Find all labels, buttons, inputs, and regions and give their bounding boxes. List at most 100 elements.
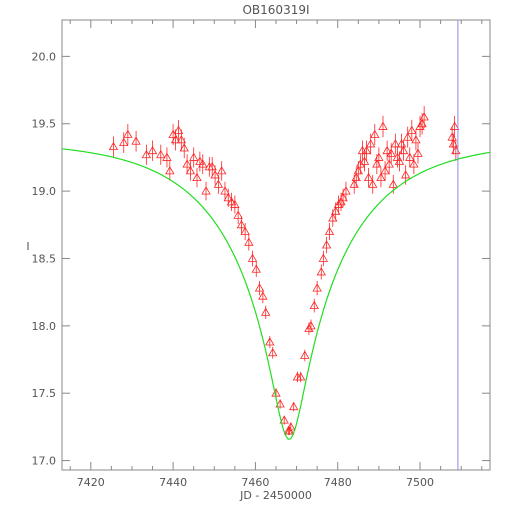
data-point [156,149,166,159]
data-point [254,283,265,292]
data-point [413,148,423,157]
data-point [384,159,394,168]
data-point [318,253,329,262]
data-point [341,186,351,195]
data-point [312,283,322,292]
y-axis-label: I [26,240,29,253]
data-point [296,372,306,381]
y-tick-label: 17.5 [32,387,57,400]
data-point [258,291,268,300]
data-point [226,197,237,206]
x-tick-label: 7480 [324,476,352,489]
x-axis-label: JD - 2450000 [239,489,312,502]
data-point [251,264,261,273]
data-point [230,199,240,208]
y-tick-label: 20.0 [32,50,57,63]
data-point [419,112,429,121]
data-layer [108,106,461,436]
data-point [309,300,319,310]
data-point [168,129,178,138]
data-point [365,139,376,148]
data-point [108,141,119,151]
data-point [147,145,158,155]
data-point [338,193,348,202]
data-point [400,170,411,179]
data-point [131,136,141,145]
data-point [409,159,419,168]
data-point [411,135,421,144]
x-tick-label: 7460 [241,476,269,489]
data-point [216,166,227,175]
data-point [244,237,254,246]
x-tick-label: 7500 [406,476,434,489]
data-point [361,145,372,155]
y-tick-label: 19.5 [32,118,57,131]
data-point [398,145,409,155]
x-tick-label: 7440 [159,476,187,489]
data-point [141,149,152,159]
data-point [210,170,220,179]
data-point [316,267,326,276]
data-point [189,152,199,161]
data-point [306,321,316,330]
model-curve [61,148,491,440]
data-point [359,156,370,165]
x-tick-label: 7420 [77,476,105,489]
data-point [119,137,129,147]
y-tick-label: 19.0 [32,185,57,198]
data-point [321,240,332,249]
data-point [376,172,386,182]
data-point [207,162,217,171]
data-point [405,152,415,161]
data-point [268,347,278,357]
data-point [370,129,380,138]
data-point [363,172,374,182]
data-point [333,199,344,208]
data-point [233,210,243,219]
data-point [261,307,271,316]
data-point [213,179,224,188]
y-tick-label: 17.0 [32,455,57,468]
data-point [173,125,184,134]
plot-frame [61,19,491,471]
data-point [289,401,299,411]
data-point [223,193,233,202]
data-point [380,166,390,175]
data-point [328,213,338,222]
data-point [170,135,181,144]
data-point [386,148,396,157]
data-point [284,426,295,435]
data-point [182,159,192,168]
data-point [247,253,258,262]
data-point [368,179,378,188]
data-point [279,415,289,424]
data-point [176,135,187,144]
data-point [374,152,384,161]
data-point [198,159,208,168]
data-point [201,186,211,195]
y-tick-label: 18.0 [32,320,57,333]
x-axis: 7420 7440 7460 7480 7500 [69,20,483,489]
data-point [192,172,202,182]
data-point [448,139,459,148]
data-point [403,132,413,141]
data-point [236,219,247,229]
data-point [220,186,230,195]
data-point [407,125,417,134]
data-point [165,166,175,175]
data-point [179,143,189,152]
data-point [449,121,460,130]
data-point [240,226,250,235]
data-point [355,159,366,168]
data-point [265,337,275,346]
data-point [275,399,285,408]
data-point [286,422,296,431]
data-point [300,350,310,359]
y-axis: 17.0 17.5 18.0 18.5 19.0 19.5 20.0 [32,50,490,468]
data-point [378,121,388,130]
data-point [185,166,196,175]
data-point [390,139,401,148]
data-point [324,226,335,235]
data-point [394,156,405,165]
